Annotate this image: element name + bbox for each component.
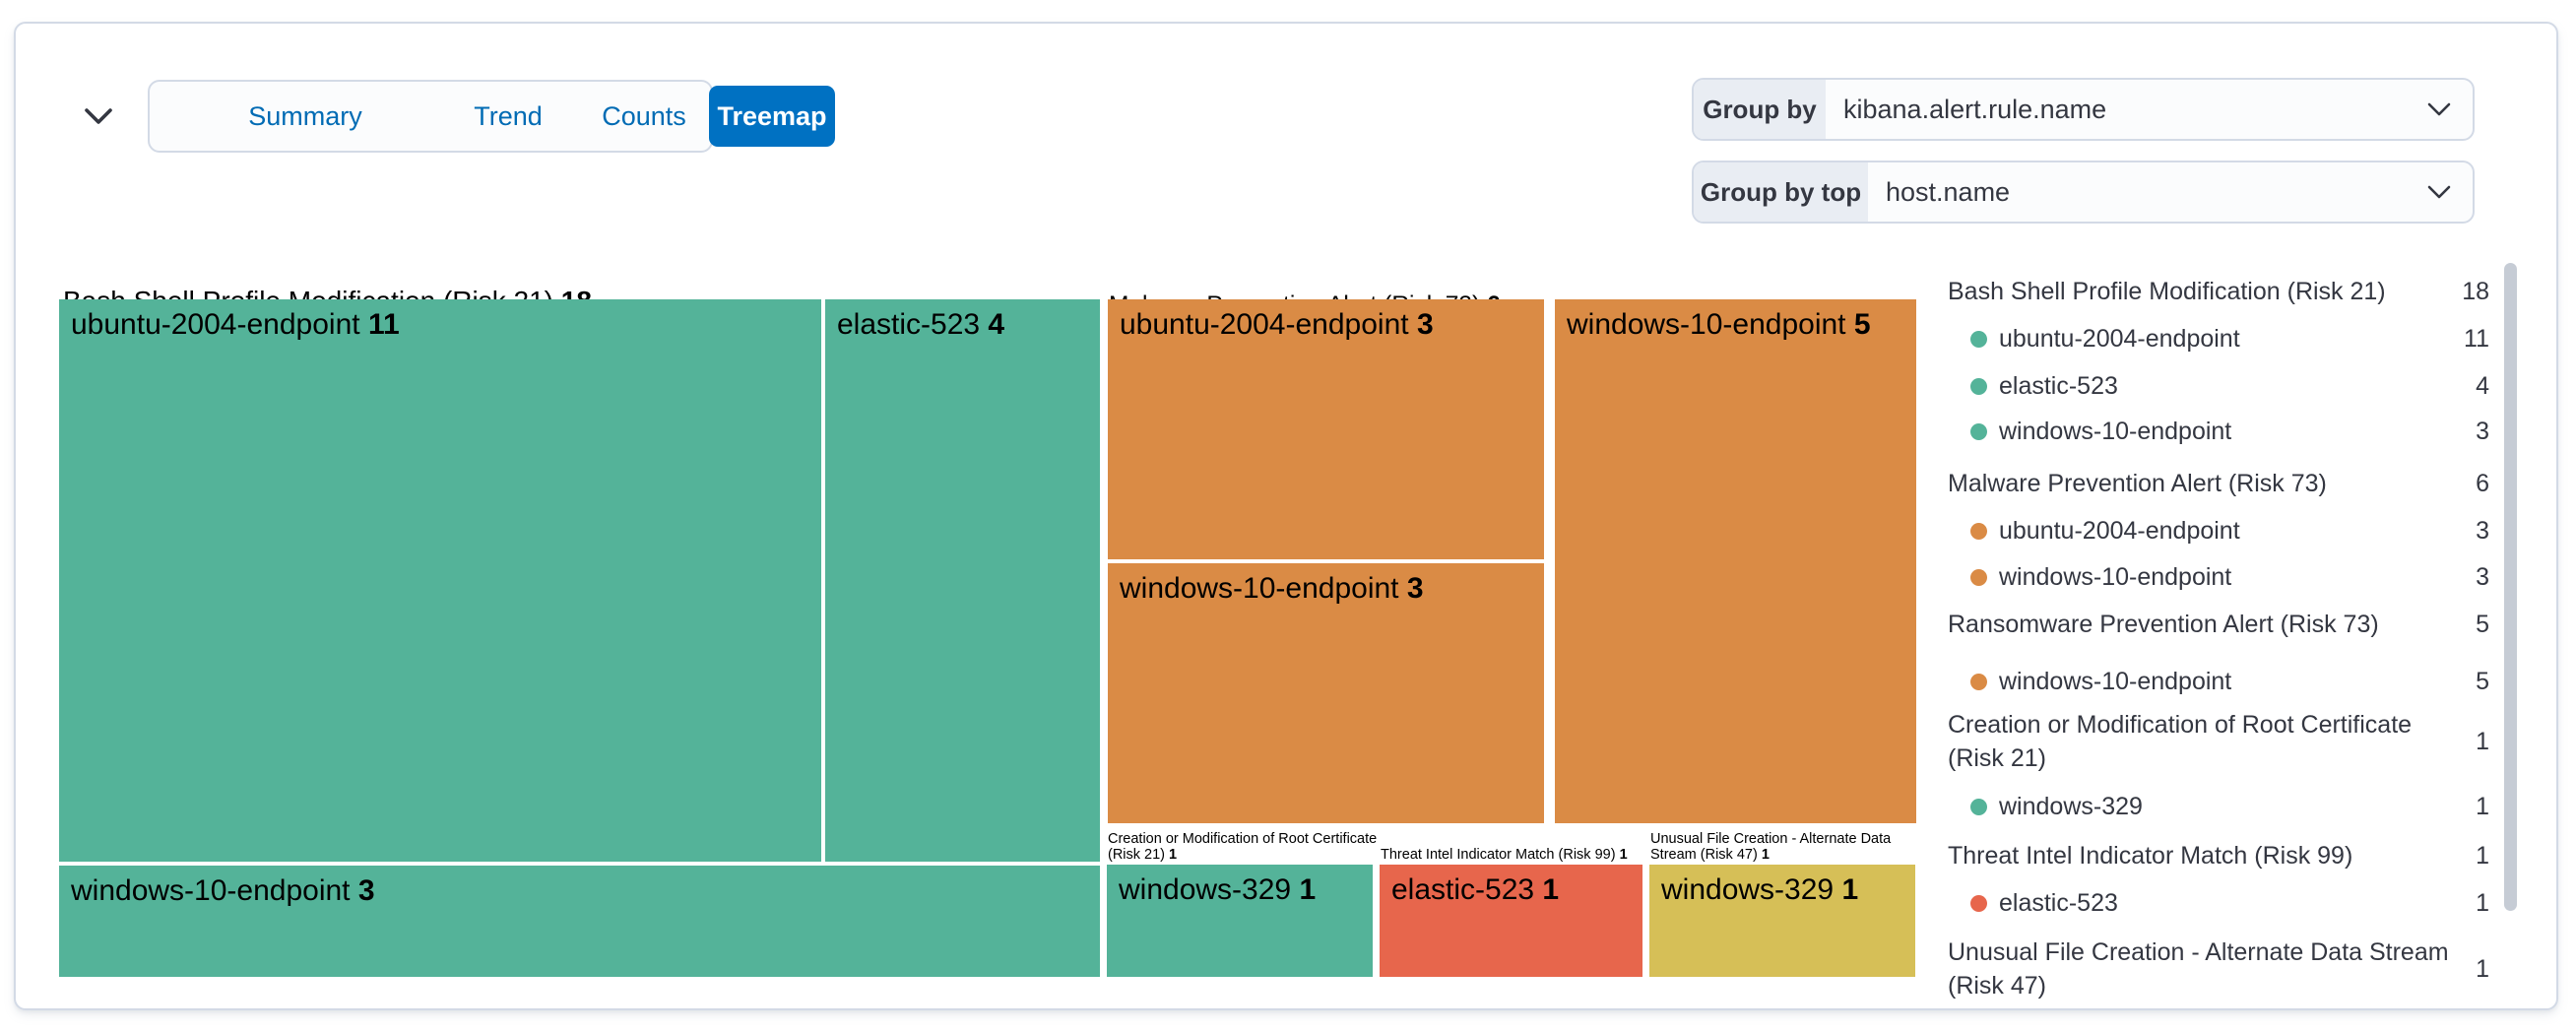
legend-color-dot <box>1970 799 1987 815</box>
legend-scrollbar-thumb[interactable] <box>2504 263 2517 911</box>
legend-color-dot <box>1970 895 1987 912</box>
legend-color-dot <box>1970 523 1987 540</box>
legend-color-dot <box>1970 331 1987 348</box>
legend-title-row[interactable]: Unusual File Creation - Alternate Data S… <box>1948 938 2489 1000</box>
treemap-cell-bash-windows10[interactable]: windows-10-endpoint 3 <box>59 866 1100 977</box>
treemap-cell-unusual-file-windows329[interactable]: windows-329 1 <box>1649 865 1915 977</box>
treemap-group-header-unusual-file: Unusual File Creation - Alternate Data S… <box>1650 831 1892 863</box>
treemap-cell-bash-elastic[interactable]: elastic-523 4 <box>825 299 1100 862</box>
treemap-cell-malware-ubuntu[interactable]: ubuntu-2004-endpoint 3 <box>1108 299 1544 559</box>
legend-color-dot <box>1970 569 1987 586</box>
treemap-group-header-root-certificate: Creation or Modification of Root Certifi… <box>1108 831 1378 863</box>
group-by-label: Group by <box>1694 80 1826 139</box>
treemap-cell-threat-intel-elastic[interactable]: elastic-523 1 <box>1380 865 1642 977</box>
chevron-down-icon <box>2427 80 2473 139</box>
legend-color-dot <box>1970 423 1987 440</box>
tab-counts[interactable]: Counts <box>579 82 709 151</box>
tab-summary[interactable]: Summary <box>173 82 437 151</box>
chevron-down-icon <box>84 107 113 125</box>
group-by-select[interactable]: Group by kibana.alert.rule.name <box>1692 78 2475 141</box>
legend-title-row[interactable]: Bash Shell Profile Modification (Risk 21… <box>1948 278 2489 305</box>
alerts-visualization-panel: Summary Trend Counts Treemap Group by ki… <box>14 22 2558 1010</box>
legend-title-row[interactable]: Ransomware Prevention Alert (Risk 73) 5 <box>1948 611 2489 638</box>
legend-color-dot <box>1970 674 1987 690</box>
treemap-cell-root-certificate-windows329[interactable]: windows-329 1 <box>1107 865 1373 977</box>
tab-treemap[interactable]: Treemap <box>709 86 835 147</box>
treemap-cell-malware-windows10[interactable]: windows-10-endpoint 3 <box>1108 563 1544 823</box>
group-by-top-label: Group by top <box>1694 162 1868 222</box>
tab-trend[interactable]: Trend <box>437 82 579 151</box>
chart-legend: Bash Shell Profile Modification (Risk 21… <box>1948 260 2499 1008</box>
collapse-section-button[interactable] <box>73 93 124 140</box>
group-by-top-select[interactable]: Group by top host.name <box>1692 161 2475 224</box>
legend-title-row[interactable]: Creation or Modification of Root Certifi… <box>1948 711 2489 772</box>
group-by-top-value: host.name <box>1886 176 2011 207</box>
treemap-group-header-threat-intel: Threat Intel Indicator Match (Risk 99) 1 <box>1381 847 1628 863</box>
treemap-cell-bash-ubuntu[interactable]: ubuntu-2004-endpoint 11 <box>59 299 821 862</box>
treemap-cell-ransomware-windows10[interactable]: windows-10-endpoint 5 <box>1555 299 1916 823</box>
chart-view-button-group: Summary Trend Counts Treemap <box>148 80 835 153</box>
chevron-down-icon <box>2427 162 2473 222</box>
legend-color-dot <box>1970 378 1987 395</box>
legend-title-row[interactable]: Threat Intel Indicator Match (Risk 99) 1 <box>1948 842 2489 870</box>
group-by-value: kibana.alert.rule.name <box>1843 94 2107 124</box>
legend-title-row[interactable]: Malware Prevention Alert (Risk 73) 6 <box>1948 470 2489 497</box>
